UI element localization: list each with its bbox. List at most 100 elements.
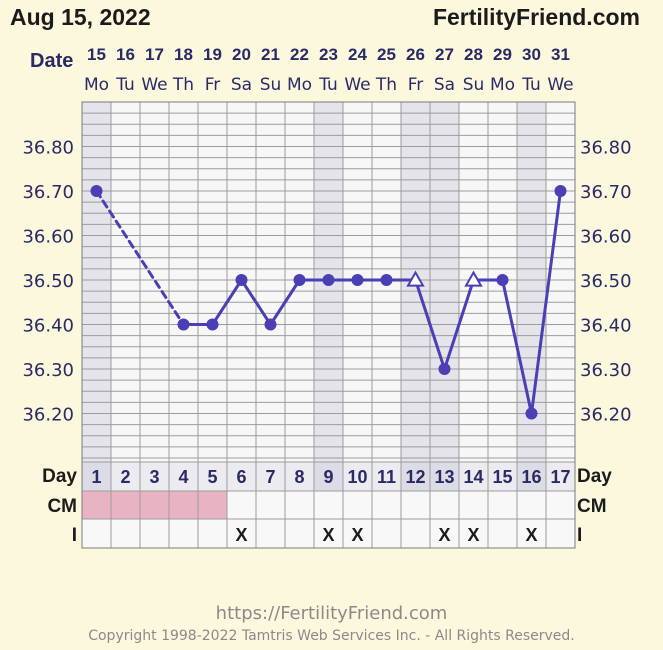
cm-cell-fertile (198, 491, 227, 519)
y-tick-label-right: 36.80 (580, 138, 632, 159)
y-tick-label-right: 36.60 (580, 227, 632, 248)
y-tick-label-left: 36.80 (22, 138, 74, 159)
temp-point (264, 318, 277, 331)
weekday-label: Su (260, 75, 282, 95)
weekday-label: Th (172, 75, 194, 95)
cycle-day-number: 1 (91, 467, 101, 487)
temp-line (240, 278, 272, 326)
cycle-day-number: 16 (521, 467, 541, 487)
cycle-day-number: 15 (492, 467, 512, 487)
weekday-label: Tu (521, 75, 541, 95)
day-row-highlight (517, 462, 546, 491)
temp-line (269, 278, 301, 326)
cycle-day-number: 2 (120, 467, 130, 487)
cm-cell-fertile (82, 491, 111, 519)
cycle-day-number: 13 (434, 467, 454, 487)
y-tick-label-left: 36.60 (22, 227, 74, 248)
date-number: 17 (145, 45, 164, 64)
weekday-label: Mo (84, 75, 109, 95)
temp-point (293, 274, 306, 286)
i-row-label: I (72, 525, 77, 546)
temp-point-open (406, 270, 425, 287)
day-row-label-right: Day (577, 466, 612, 487)
site-brand: FertilityFriend.com (432, 4, 640, 30)
y-tick-label-left: 36.40 (22, 316, 74, 337)
i-row (82, 519, 575, 548)
cm-cell-fertile (140, 491, 169, 519)
y-tick-label-right: 36.50 (580, 271, 632, 292)
day-row-highlight (314, 462, 343, 491)
day-row-highlight (430, 462, 459, 491)
date-number: 18 (174, 45, 193, 64)
y-tick-label-left: 36.30 (22, 360, 74, 381)
date-number: 23 (319, 45, 338, 64)
temp-point (525, 407, 538, 420)
cycle-day-number: 14 (463, 467, 483, 487)
y-tick-label-left: 36.20 (22, 405, 74, 426)
cycle-day-number: 17 (550, 467, 570, 487)
i-mark: X (525, 525, 537, 545)
cm-cell-fertile (111, 491, 140, 519)
date-number: 24 (348, 45, 367, 64)
cycle-day-number: 3 (149, 467, 159, 487)
i-mark: X (438, 525, 450, 545)
weekday-label: Fr (408, 75, 424, 95)
cm-row-label-right: CM (577, 496, 607, 517)
temp-point (351, 274, 364, 286)
cycle-day-number: 7 (265, 467, 275, 487)
highlight-column (82, 102, 111, 462)
temp-line-dashed (95, 189, 185, 326)
date-number: 25 (377, 45, 396, 64)
cycle-day-number: 4 (178, 467, 188, 487)
weekday-label: Mo (287, 75, 312, 95)
i-row-label-right: I (577, 525, 582, 546)
y-tick-label-right: 36.70 (580, 182, 632, 203)
weekday-label: Tu (318, 75, 338, 95)
i-mark: X (351, 525, 363, 545)
temp-line (501, 278, 533, 415)
temp-line (211, 278, 243, 326)
date-row-label: Date (30, 50, 74, 72)
temp-point (438, 363, 451, 375)
date-number: 22 (290, 45, 309, 64)
date-number: 16 (116, 45, 135, 64)
date-number: 15 (87, 45, 106, 64)
date-number: 20 (232, 45, 251, 64)
chart-date-title: Aug 15, 2022 (10, 4, 151, 30)
cycle-day-number: 12 (405, 467, 425, 487)
temp-point (177, 318, 190, 331)
highlight-column (430, 102, 459, 462)
date-number: 29 (493, 45, 512, 64)
weekday-label: Su (463, 75, 485, 95)
i-mark: X (322, 525, 334, 545)
weekday-label: Th (375, 75, 397, 95)
cycle-day-number: 6 (236, 467, 246, 487)
temp-line (443, 278, 475, 371)
weekday-label: Fr (205, 75, 221, 95)
y-tick-label-left: 36.50 (22, 271, 74, 292)
weekday-label: Mo (490, 75, 515, 95)
temp-point (322, 274, 335, 286)
day-row-highlight (401, 462, 430, 491)
temp-point (380, 274, 393, 286)
date-number: 31 (551, 45, 570, 64)
y-tick-label-right: 36.20 (580, 405, 632, 426)
date-number: 28 (464, 45, 483, 64)
i-mark: X (467, 525, 479, 545)
y-tick-label-left: 36.70 (22, 182, 74, 203)
date-number: 30 (522, 45, 541, 64)
cycle-day-number: 9 (323, 467, 333, 487)
cm-cell-fertile (169, 491, 198, 519)
temp-point (90, 185, 103, 197)
weekday-label: We (547, 75, 573, 95)
cm-row-label: CM (47, 496, 77, 517)
chart-border (81, 101, 576, 549)
temp-point-open (464, 270, 483, 287)
weekday-label: Sa (434, 75, 455, 95)
day-row-highlight (82, 462, 111, 491)
temp-point (554, 185, 567, 197)
cycle-day-number: 8 (294, 467, 304, 487)
temp-point (496, 274, 509, 286)
